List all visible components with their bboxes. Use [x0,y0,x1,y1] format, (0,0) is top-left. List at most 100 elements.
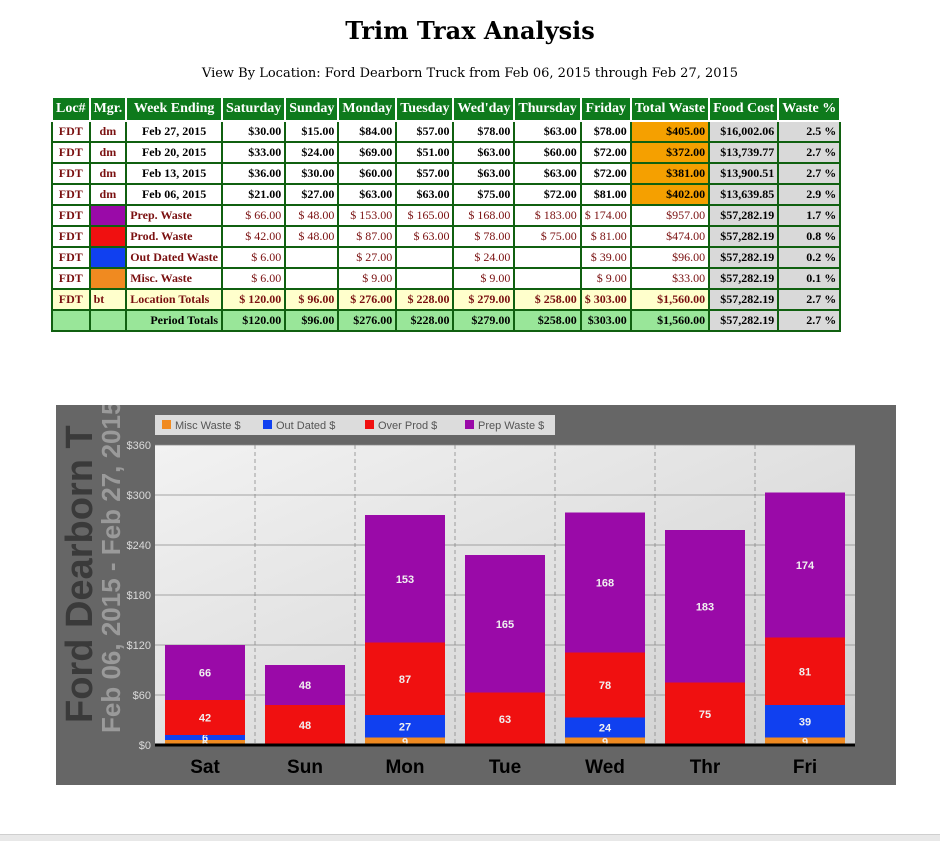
waste-pct-cell: 0.2 % [777,246,842,269]
column-header: Mgr. [88,96,128,122]
day-cell: $27.00 [284,183,340,206]
legend-box [155,415,555,435]
legend-swatch [263,420,272,429]
day-cell: $60.00 [513,141,582,164]
day-cell: $72.00 [579,162,632,185]
food-cost-cell: $57,282.19 [708,267,780,290]
day-cell: $57.00 [395,162,455,185]
bar-value-label: 78 [599,680,611,692]
waste-pct-cell: 0.8 % [777,225,842,248]
day-cell: $63.00 [452,141,516,164]
table-row: FDT Misc. Waste $ 6.00 $ 9.00 $ 9.00 $ 9.00 $3… [51,267,842,290]
food-cost-cell: $57,282.19 [708,204,780,227]
period-totals-row: Period Totals $120.00 $96.00 $276.00 $228.00… [51,309,842,332]
day-cell: $ 183.00 [513,204,582,227]
legend-label: Over Prod $ [378,420,437,432]
waste-pct-cell: 2.7 % [777,141,842,164]
bar-segment [765,737,845,745]
bar-segment [765,637,845,705]
bar-value-label: 81 [799,666,811,678]
day-cell: $ 6.00 [220,267,287,290]
day-cell: $ 9.00 [337,267,398,290]
day-cell: $ 48.00 [284,225,340,248]
total-waste-cell: $1,560.00 [629,309,711,332]
bar-segment [565,737,645,745]
day-cell: $60.00 [337,162,398,185]
bar-segment [165,740,245,745]
day-cell: $51.00 [395,141,455,164]
mgr-cell: dm [88,141,128,164]
food-cost-cell: $57,282.19 [708,246,780,269]
bar-value-label: 87 [399,674,411,686]
y-tick-label: $180 [127,590,151,602]
legend-swatch [365,420,374,429]
day-cell: $72.00 [579,141,632,164]
day-cell: $ 66.00 [220,204,287,227]
table-row: FDT Prod. Waste $ 42.00 $ 48.00 $ 87.00 $ 63.… [51,225,842,248]
bar-segment [365,642,445,715]
bar-value-label: 66 [199,668,211,680]
legend-label: Out Dated $ [276,420,335,432]
waste-pct-cell: 0.1 % [777,267,842,290]
loc-cell: FDT [51,141,91,164]
day-cell: $15.00 [284,120,340,143]
column-header: Tuesday [395,96,455,122]
day-cell: $ 87.00 [337,225,398,248]
loc-cell: FDT [51,162,91,185]
total-waste-cell: $405.00 [629,120,711,143]
total-waste-cell: $1,560.00 [629,288,711,311]
category-label: Out Dated Waste [125,246,223,269]
x-tick-label: Tue [489,757,521,778]
y-axis: $0 $60 $120 $180 $240 $300 $360 [127,440,151,752]
category-label: Prod. Waste [125,225,223,248]
day-cell: $303.00 [579,309,632,332]
column-header: Wed'day [452,96,516,122]
y-tick-label: $240 [127,540,151,552]
day-cell: $258.00 [513,309,582,332]
total-waste-cell: $96.00 [629,246,711,269]
bar-value-label: 165 [496,619,514,631]
waste-pct-cell: 2.7 % [777,288,842,311]
food-cost-cell: $57,282.19 [708,309,780,332]
bar-segment [565,717,645,738]
day-cell: $ 120.00 [220,288,287,311]
mgr-cell: bt [88,288,128,311]
day-cell [284,267,340,290]
stacked-bar-chart: Ford Dearborn T Feb 06, 2015 - Feb 27, 2… [56,401,896,785]
bar-value-label: 48 [299,720,311,732]
bar-value-label: 48 [299,680,311,692]
day-cell: $33.00 [220,141,287,164]
week-ending-cell: Feb 06, 2015 [125,183,223,206]
day-cell: $63.00 [395,183,455,206]
table-row: FDT Out Dated Waste $ 6.00 $ 27.00 $ 24.00 $ … [51,246,842,269]
food-cost-cell: $57,282.19 [708,288,780,311]
total-waste-cell: $33.00 [629,267,711,290]
day-cell: $ 48.00 [284,204,340,227]
day-cell: $ 303.00 [579,288,632,311]
column-header: Total Waste [629,96,711,122]
day-cell: $279.00 [452,309,516,332]
bar-value-label: 183 [696,601,714,613]
food-cost-cell: $13,739.77 [708,141,780,164]
loc-cell: FDT [51,288,91,311]
category-label: Prep. Waste [125,204,223,227]
loc-cell: FDT [51,183,91,206]
bar-segment [365,737,445,745]
day-cell: $36.00 [220,162,287,185]
color-swatch [88,225,128,248]
day-cell: $ 78.00 [452,225,516,248]
day-cell: $ 9.00 [452,267,516,290]
waste-chart: Ford Dearborn T Feb 06, 2015 - Feb 27, 2… [56,401,896,785]
bar-segment [165,700,245,735]
day-cell: $63.00 [452,162,516,185]
day-cell: $63.00 [337,183,398,206]
bar-value-label: 174 [796,560,815,572]
page-subtitle: View By Location: Ford Dearborn Truck fr… [201,66,739,81]
column-header: Saturday [220,96,287,122]
bar-value-label: 9 [602,736,608,748]
day-cell: $ 168.00 [452,204,516,227]
waste-pct-cell: 2.7 % [777,162,842,185]
period-totals-label: Period Totals [125,309,223,332]
legend-label: Misc Waste $ [175,420,241,432]
total-waste-cell: $402.00 [629,183,711,206]
